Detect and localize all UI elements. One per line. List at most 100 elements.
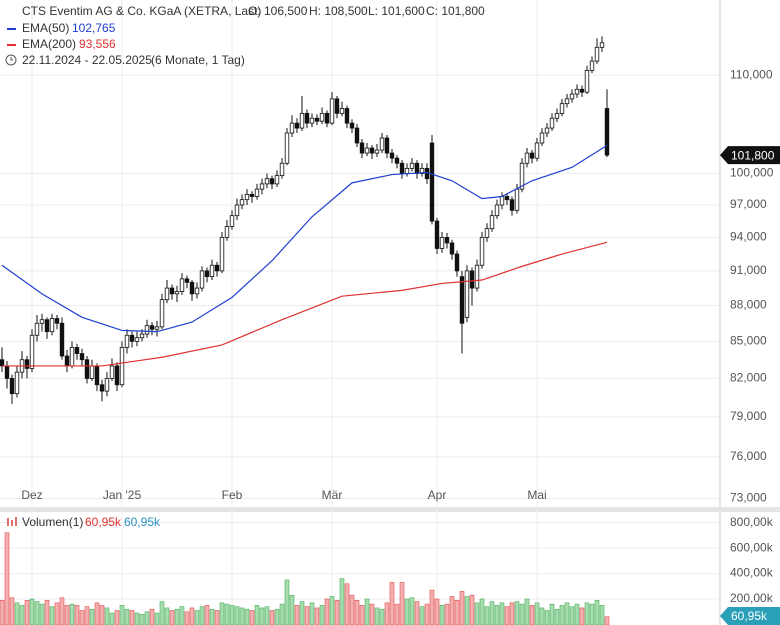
volume-bar [389, 582, 395, 625]
candle-body [314, 117, 320, 122]
volume-bar [314, 607, 320, 625]
candle-body [359, 142, 365, 154]
candle-body [0, 359, 5, 367]
volume-bar [484, 606, 490, 625]
candle-body [274, 175, 280, 185]
volume-bar [99, 605, 105, 625]
candle-body [594, 46, 600, 62]
volume-bar [369, 603, 375, 625]
volume-bar [509, 602, 515, 625]
candle-body [224, 226, 230, 238]
volume-bar [44, 600, 50, 625]
candle-body [229, 215, 235, 227]
candle-body [329, 98, 335, 124]
volume-bar [589, 603, 595, 625]
volume-bar [454, 600, 460, 625]
volume-bar [24, 600, 30, 625]
candle-body [194, 287, 200, 295]
candle-body [259, 183, 265, 190]
volume-bar [594, 600, 600, 625]
ohlc-high: H: 108,500 [309, 4, 368, 18]
volume-bar [544, 610, 550, 625]
candle-body [94, 365, 100, 386]
candle-body [369, 147, 375, 154]
ohlc-low: L: 101,600 [368, 4, 425, 18]
candle-body [514, 188, 520, 211]
volume-bar [329, 596, 335, 625]
candle-body [429, 142, 435, 222]
volume-legend-value: 60,95k [85, 515, 122, 529]
volume-bar [539, 607, 545, 625]
candle-body [54, 318, 60, 324]
x-tick-label: Dez [21, 488, 42, 502]
volume-bar [529, 605, 535, 625]
volume-bar [64, 605, 70, 625]
volume-bar [429, 589, 435, 625]
volume-bar [179, 606, 185, 625]
candle-body [469, 270, 475, 289]
candle-body [159, 299, 165, 328]
ema-line [1, 144, 608, 333]
candle-body [479, 237, 485, 266]
volume-bar [274, 608, 280, 625]
volume-bar [514, 601, 520, 625]
candle-body [284, 132, 290, 164]
volume-bar [119, 605, 125, 625]
candle-body [299, 112, 305, 129]
candle-body [524, 152, 530, 164]
volume-bar [294, 605, 300, 625]
candle-body [99, 384, 105, 392]
candle-body [124, 334, 130, 348]
instrument: CTS Eventim AG & Co. KGaA (XETRA, Last) [22, 4, 261, 18]
clock-icon [5, 54, 17, 66]
volume-bar [319, 605, 325, 625]
candle-body [239, 199, 245, 206]
candle-body [519, 162, 525, 190]
volume-bar [84, 606, 90, 625]
legend-name: EMA(50) [22, 21, 69, 35]
candle-body [29, 334, 35, 369]
legend-swatch [7, 28, 16, 30]
candle-body [339, 108, 345, 114]
x-tick-label: Mär [322, 488, 343, 502]
candle-body [364, 147, 370, 154]
candle-body [499, 196, 505, 206]
candle-body [454, 253, 460, 272]
x-tick-label: Jan '25 [103, 488, 142, 502]
volume-bar [189, 607, 195, 625]
volume-bar [554, 608, 560, 625]
legend-value: 102,765 [72, 21, 116, 35]
candle-body [484, 228, 490, 238]
volume-bar [19, 605, 25, 625]
volume-bar [569, 606, 575, 625]
candle-body [449, 242, 455, 255]
candle-body [49, 318, 55, 333]
candle-body [34, 322, 40, 336]
legend-swatch [7, 44, 16, 46]
volume-bar [59, 597, 65, 625]
candle-body [69, 347, 75, 367]
candle-body [494, 204, 500, 217]
candle-body [389, 152, 395, 159]
candle-body [399, 162, 405, 174]
candle-body [144, 325, 150, 335]
volume-bar [269, 610, 275, 625]
candle-body [244, 193, 250, 201]
candle-body [559, 103, 565, 114]
volume-icon [15, 517, 17, 526]
candle-body [309, 117, 315, 124]
volume-bar [599, 605, 605, 625]
volume-bar [194, 610, 200, 625]
candle-body [294, 122, 300, 129]
candle-body [544, 127, 550, 134]
volume-bar [464, 596, 470, 625]
candle-body [529, 152, 535, 159]
candle-body [39, 319, 45, 324]
candle-body [279, 162, 285, 176]
volume-bar [149, 608, 155, 625]
volume-bar [144, 611, 150, 625]
volume-bar [324, 598, 330, 625]
candle-body [149, 325, 155, 330]
candle-body [184, 278, 190, 283]
